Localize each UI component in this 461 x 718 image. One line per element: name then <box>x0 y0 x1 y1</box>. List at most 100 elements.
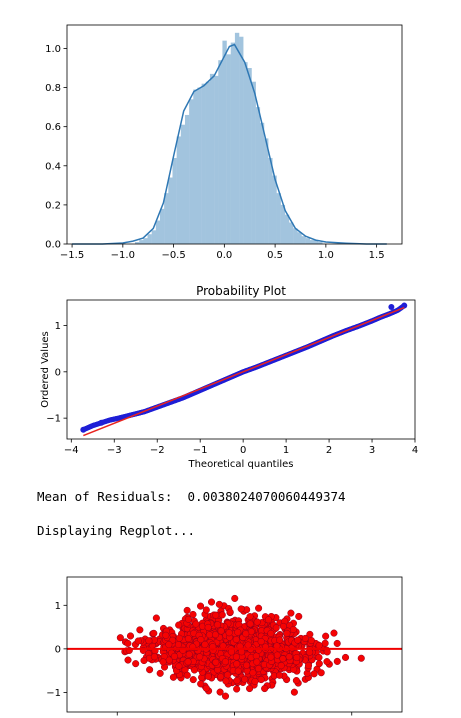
residual-point <box>234 628 242 636</box>
histogram-bar <box>205 81 211 245</box>
residual-point <box>124 656 132 664</box>
residual-point <box>276 636 284 644</box>
x-tick-label: −2 <box>150 445 165 456</box>
residual-point <box>170 652 179 660</box>
residual-point <box>285 653 293 661</box>
histogram-bar <box>239 36 244 244</box>
histogram-bar <box>159 208 165 244</box>
y-tick-label: 1 <box>55 321 61 332</box>
y-tick-label: 0.2 <box>45 200 61 211</box>
mean-residuals-value: 0.0038024070060449374 <box>187 489 346 504</box>
residual-point <box>315 641 323 650</box>
histogram-bar <box>289 222 294 244</box>
residual-point <box>222 677 230 685</box>
histogram-bar <box>180 124 186 244</box>
x-tick-label: 1.5 <box>369 250 385 261</box>
residual-point <box>217 673 225 681</box>
histogram-bar <box>318 242 323 244</box>
residual-point <box>150 653 158 661</box>
x-tick-label: 4 <box>412 445 418 456</box>
histogram-bar <box>276 193 281 244</box>
residual-point <box>290 688 298 696</box>
residual-point <box>341 653 350 661</box>
histogram-bar <box>251 81 256 245</box>
residual-point <box>261 685 269 693</box>
regplot-message: Displaying Regplot... <box>37 523 196 538</box>
histogram-bar <box>143 238 148 244</box>
histogram-bar <box>272 175 277 244</box>
x-tick-label: 1.0 <box>318 250 334 261</box>
histogram-bar <box>164 193 169 244</box>
histogram-bar <box>147 234 152 244</box>
histogram-bar <box>243 62 248 244</box>
residual-point <box>226 608 234 616</box>
residual-point <box>214 621 222 629</box>
residual-point <box>289 625 297 634</box>
residual-point <box>254 665 263 673</box>
residual-point <box>264 616 273 624</box>
histogram-bar <box>197 87 202 244</box>
residual-point <box>323 658 331 666</box>
residual-point <box>197 602 205 610</box>
residual-point <box>267 653 275 661</box>
histogram-bar <box>264 138 269 244</box>
histogram-bar <box>168 177 173 244</box>
y-tick-label: 0.4 <box>45 161 61 172</box>
histogram-bar <box>305 238 311 244</box>
residual-point <box>215 600 223 608</box>
residual-point <box>315 653 323 662</box>
residual-point <box>249 669 257 677</box>
histogram-bar <box>201 83 206 245</box>
residual-point <box>231 594 239 602</box>
residual-point <box>234 667 242 675</box>
residual-point <box>206 631 214 639</box>
x-tick-label: −1.5 <box>60 250 84 261</box>
histogram-bar <box>268 157 273 244</box>
residual-point <box>267 629 275 637</box>
residual-point <box>204 623 212 631</box>
histogram-bar <box>313 240 319 244</box>
x-tick-label: 0 <box>240 445 246 456</box>
residual-point <box>252 652 260 660</box>
residual-point <box>237 605 245 613</box>
residual-point <box>204 672 212 680</box>
residual-point <box>330 629 338 637</box>
histogram-bar <box>189 99 194 244</box>
probability-plot-chart: −4 −3 −2 −1 0 1 2 3 4 −1 0 1 Probability Plot Theoret… <box>40 284 418 470</box>
histogram-bar <box>234 32 240 245</box>
residual-point <box>246 613 254 621</box>
residual-point <box>175 634 183 642</box>
histogram-bar <box>155 220 161 244</box>
residual-point <box>255 646 263 654</box>
residual-point <box>183 671 191 679</box>
quantile-point <box>401 302 408 309</box>
residual-point <box>184 635 192 643</box>
residual-point <box>223 671 232 679</box>
residual-point <box>201 640 209 648</box>
regplot-points <box>116 594 365 700</box>
mean-residuals-output: Mean of Residuals: 0.0038024070060449374 <box>37 489 346 504</box>
residual-point <box>279 655 287 663</box>
residual-point <box>196 653 204 661</box>
histogram-chart: −1.5 −1.0 −0.5 0.0 0.5 1.0 1.5 0.0 0.2 0.4 0.6 0.8 1… <box>45 24 403 261</box>
residual-point <box>257 638 265 646</box>
residual-point <box>124 639 132 647</box>
residual-point <box>251 677 259 686</box>
x-tick-label: −4 <box>64 445 79 456</box>
histogram-bar <box>230 42 236 245</box>
residual-point <box>189 676 197 684</box>
histogram-bar <box>301 236 306 244</box>
histogram-bar <box>280 204 286 244</box>
residual-point <box>233 685 241 693</box>
axes-frame <box>66 576 403 713</box>
quantile-point <box>388 303 395 310</box>
residual-point <box>221 692 230 700</box>
axes-frame <box>66 299 416 440</box>
histogram-bar <box>176 136 181 244</box>
histogram-bar <box>309 240 315 244</box>
y-tick-label: 1.0 <box>45 44 61 55</box>
y-tick-label: 1 <box>55 601 61 612</box>
residual-point <box>150 629 158 637</box>
y-tick-label: 0 <box>55 367 61 378</box>
residual-point <box>126 632 135 640</box>
